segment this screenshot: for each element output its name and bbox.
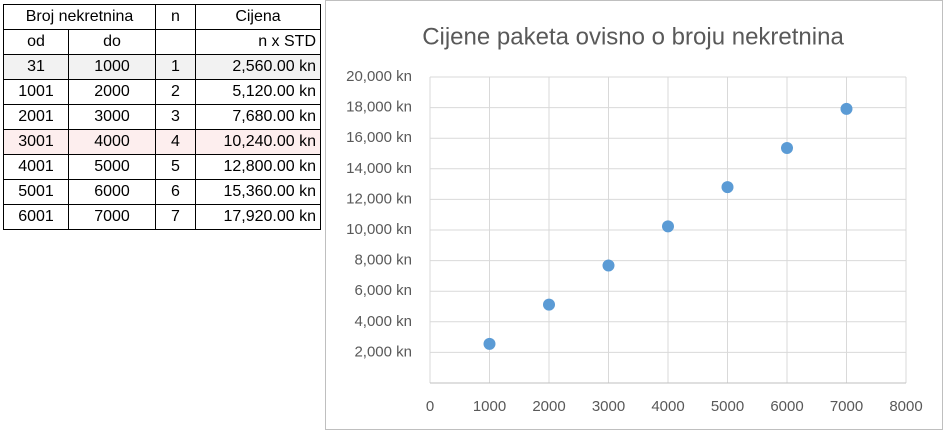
x-tick-label: 3000	[592, 398, 625, 415]
y-tick-label: 20,000 kn	[346, 68, 412, 85]
y-tick-label: 8,000 kn	[354, 252, 412, 269]
table-body: Broj nekretnina n Cijena od do n x STD 3…	[3, 4, 321, 230]
header-row: Broj nekretnina n Cijena	[3, 4, 321, 30]
table-cell: 2000	[68, 79, 156, 105]
table-cell: 15,360.00 kn	[195, 179, 321, 205]
table-cell: 5,120.00 kn	[195, 79, 321, 105]
y-tick-label: 12,000 kn	[346, 190, 412, 207]
header-cell: n	[155, 4, 196, 30]
chart-title: Cijene paketa ovisno o broju nekretnina	[422, 23, 844, 50]
x-tick-label: 1000	[473, 398, 506, 415]
y-tick-label: 2,000 kn	[354, 343, 412, 360]
table-cell: 31	[3, 54, 69, 80]
point	[840, 102, 853, 115]
table-cell: 6001	[3, 204, 69, 230]
table-cell: 1000	[68, 54, 156, 80]
y-tick-label: 4,000 kn	[354, 313, 412, 330]
chart-frame	[325, 0, 943, 430]
table-row: 5001 6000 6 15,360.00 kn	[3, 179, 321, 205]
table-cell: 5001	[3, 179, 69, 205]
header-cell: Broj nekretnina	[3, 4, 156, 30]
table-cell: 17,920.00 kn	[195, 204, 321, 230]
point	[721, 181, 734, 194]
x-tick-label: 7000	[830, 398, 863, 415]
y-tick-label: 18,000 kn	[346, 99, 412, 116]
point	[662, 220, 674, 233]
point	[483, 337, 496, 350]
y-tick-label: 14,000 kn	[346, 160, 412, 177]
table-cell: 1001	[3, 79, 69, 105]
x-tick-label: 0	[426, 398, 434, 415]
point	[543, 298, 555, 311]
point	[781, 141, 793, 154]
table-cell: 3000	[68, 104, 156, 130]
table-row: 3001 4000 4 10,240.00 kn	[3, 129, 321, 155]
x-tick-label: 2000	[532, 398, 565, 415]
table-cell: 1	[155, 54, 196, 80]
x-tick-label: 5000	[711, 398, 744, 415]
header-cell: n x STD	[195, 29, 321, 55]
table-cell: 7	[155, 204, 196, 230]
y-tick-label: 16,000 kn	[346, 129, 412, 146]
y-tick-label: 6,000 kn	[354, 282, 412, 299]
table-row: 1001 2000 2 5,120.00 kn	[3, 79, 321, 105]
table-cell: 4001	[3, 154, 69, 180]
header-cell: Cijena	[195, 4, 321, 30]
table-cell: 3001	[3, 129, 69, 155]
table-row: 2001 3000 3 7,680.00 kn	[3, 104, 321, 130]
x-tick-label: 8000	[889, 398, 922, 415]
table-row: 6001 7000 7 17,920.00 kn	[3, 204, 321, 230]
table-cell: 2	[155, 79, 196, 105]
point	[602, 259, 615, 272]
table-row: 31 1000 1 2,560.00 kn	[3, 54, 321, 80]
y-tick-label: 10,000 kn	[346, 221, 412, 238]
price-table: Broj nekretnina n Cijena od do n x STD 3…	[3, 4, 321, 230]
header-cell: do	[68, 29, 156, 55]
table-cell: 10,240.00 kn	[195, 129, 321, 155]
x-tick-label: 4000	[651, 398, 684, 415]
x-tick-label: 6000	[770, 398, 803, 415]
table-cell: 7,680.00 kn	[195, 104, 321, 130]
